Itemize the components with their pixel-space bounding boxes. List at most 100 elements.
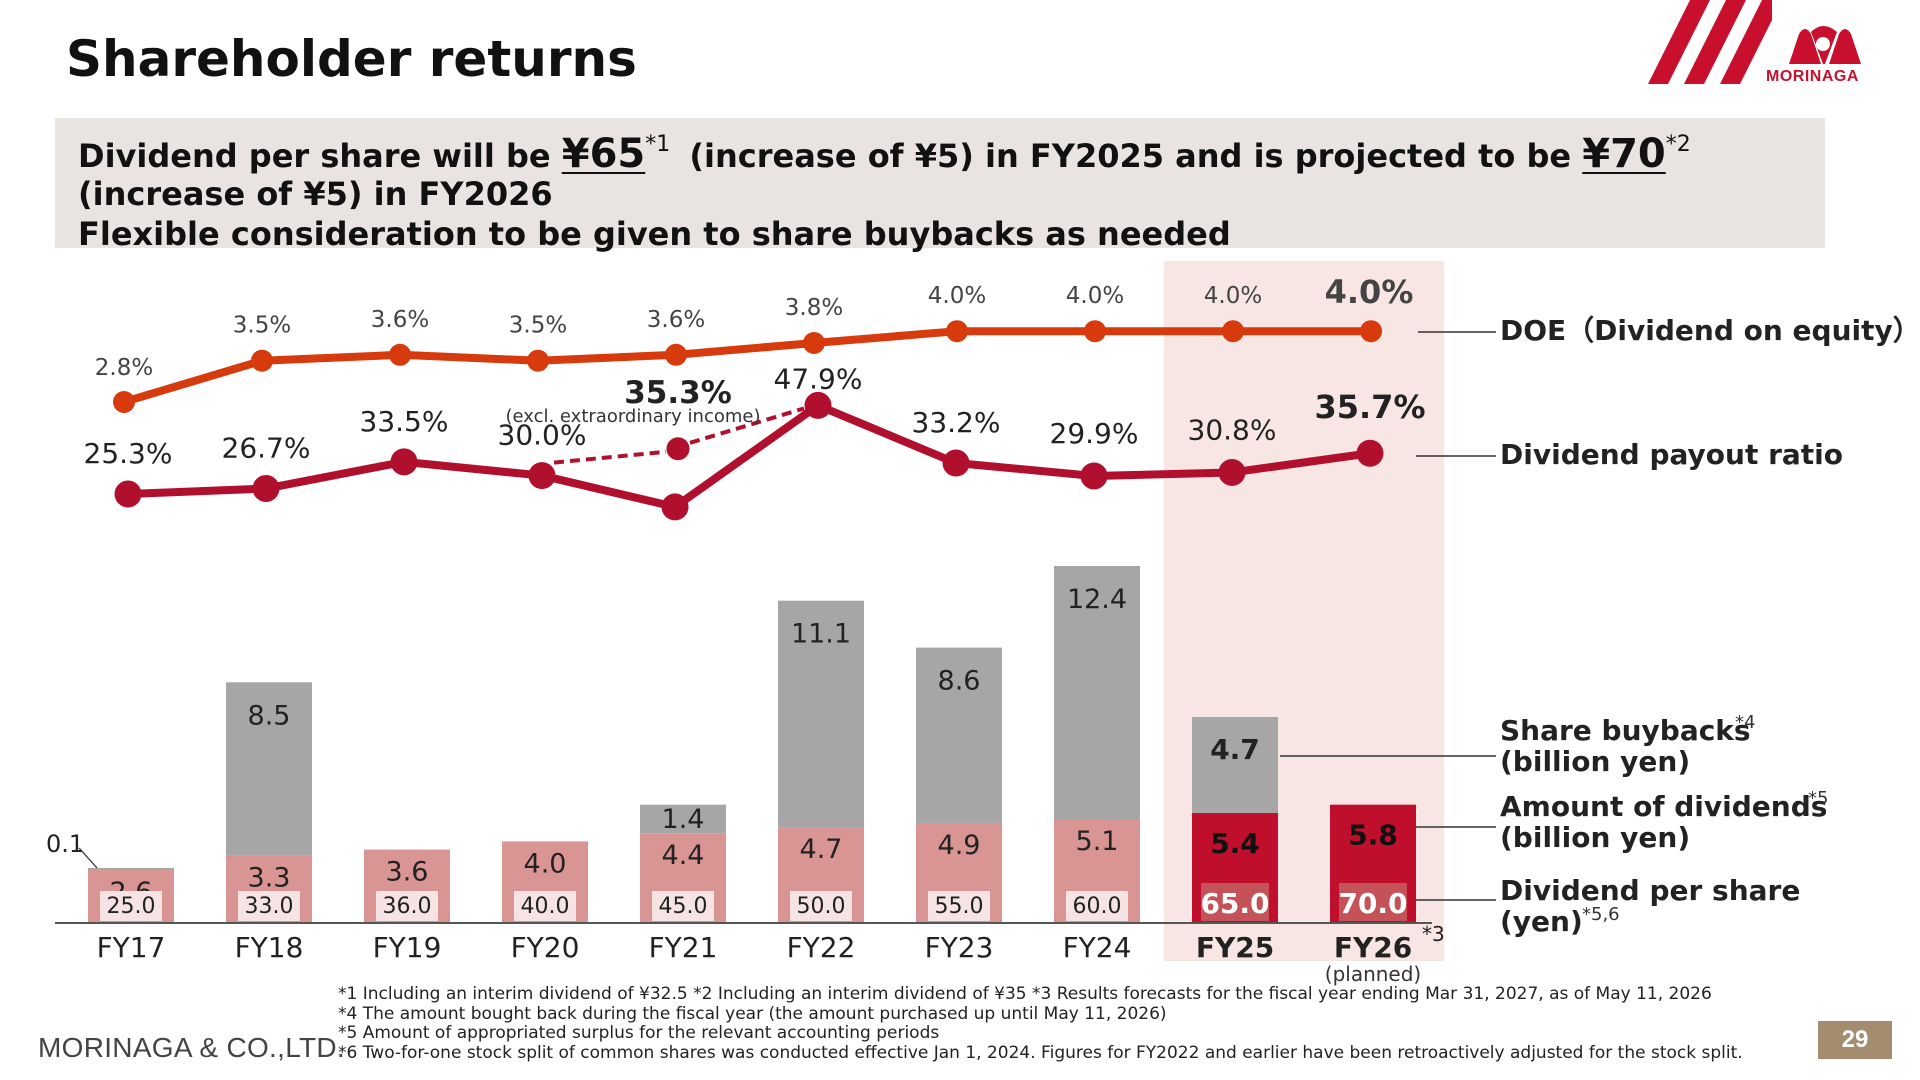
alternate-note: (excl. extraordinary income) xyxy=(505,406,760,427)
payout-ratio-value-label: 29.9% xyxy=(1050,417,1139,450)
legend-buybacks-unit: (billion yen) xyxy=(1500,745,1690,778)
payout-ratio-point xyxy=(1218,458,1246,486)
dps-box xyxy=(928,891,990,921)
summary-text-c: (increase of ¥5) in FY2026 xyxy=(78,175,553,213)
buyback-bar xyxy=(88,867,174,870)
note-ref-1: *1 xyxy=(645,132,671,157)
doe-value-label: 4.0% xyxy=(1325,273,1414,311)
dps-value-label: 65.0 xyxy=(1200,887,1269,920)
footnote-4: *6 Two-for-one stock split of common sha… xyxy=(338,1042,1743,1063)
doe-line xyxy=(122,327,1371,406)
doe-value-label: 4.0% xyxy=(1204,283,1262,309)
legend-buybacks: Share buybacks xyxy=(1500,714,1751,747)
doe-point xyxy=(1222,320,1244,343)
dps-box xyxy=(790,891,852,921)
summary-text-a: Dividend per share will be xyxy=(78,137,551,175)
summary-text-b: (increase of ¥5) in FY2025 and is projec… xyxy=(689,137,1572,175)
buyback-bar xyxy=(226,682,312,856)
category-note-ref: *3 xyxy=(1422,922,1445,946)
doe-point xyxy=(946,320,968,343)
buyback-label-leader xyxy=(78,847,98,869)
dps-value-label: 36.0 xyxy=(383,894,432,919)
category-label: FY19 xyxy=(373,931,442,964)
buyback-bar xyxy=(1054,566,1140,819)
alternate-dashed-line xyxy=(689,406,805,445)
legend-dividends-note: *5 xyxy=(1808,788,1828,809)
dividend-value-label: 4.4 xyxy=(662,840,705,871)
dps-value-label: 33.0 xyxy=(245,894,294,919)
dividend-value-label: 4.7 xyxy=(800,834,843,865)
doe-value-label: 3.6% xyxy=(371,307,429,333)
doe-value-label: 3.8% xyxy=(785,295,843,321)
legend-payout-ratio: Dividend payout ratio xyxy=(1500,438,1843,471)
legend-buybacks-note: *4 xyxy=(1735,712,1755,733)
buyback-bar xyxy=(916,647,1002,824)
legend-dividends: Amount of dividends xyxy=(1500,790,1827,823)
buyback-value-label: 8.6 xyxy=(938,666,981,697)
category-label: FY18 xyxy=(235,931,304,964)
dividend-value-label: 3.6 xyxy=(386,857,429,888)
dps-box xyxy=(514,891,576,921)
doe-point xyxy=(113,391,135,413)
dividend-value-label: 5.4 xyxy=(1210,827,1260,860)
dps-box xyxy=(1066,891,1128,921)
dividend-value-label: 4.9 xyxy=(938,830,981,861)
payout-ratio-point xyxy=(528,462,556,490)
buyback-value-label: 1.4 xyxy=(662,804,705,835)
payout-ratio-point xyxy=(390,448,418,476)
legend-dps-note: *5,6 xyxy=(1582,904,1620,925)
category-subtitle: (planned) xyxy=(1325,962,1421,986)
category-label: FY21 xyxy=(649,931,718,964)
dividend-value-label: 3.3 xyxy=(248,863,291,894)
doe-value-label: 3.5% xyxy=(233,313,291,339)
legend-dps-unit: (yen) xyxy=(1500,905,1583,938)
dps-value-label: 40.0 xyxy=(521,894,570,919)
category-label: FY23 xyxy=(925,931,994,964)
buyback-value-label: 11.1 xyxy=(791,619,851,650)
dps-value-label: 70.0 xyxy=(1338,887,1407,920)
buyback-bar xyxy=(778,600,864,828)
category-label: FY20 xyxy=(511,931,580,964)
doe-value-label: 3.5% xyxy=(509,313,567,339)
dps-value-label: 60.0 xyxy=(1073,894,1122,919)
payout-ratio-point xyxy=(1080,462,1108,490)
payout-ratio-value-label: 35.7% xyxy=(1314,388,1425,426)
payout-ratio-value-label: 26.7% xyxy=(222,432,311,465)
shareholder-returns-chart: 0.12.625.0FY178.53.333.0FY183.636.0FY194… xyxy=(46,261,1920,986)
payout-ratio-point xyxy=(804,391,832,419)
doe-value-label: 3.6% xyxy=(647,307,705,333)
buyback-value-label: 4.7 xyxy=(1210,733,1260,766)
payout-ratio-value-label: 30.0% xyxy=(498,419,587,452)
payout-ratio-line xyxy=(127,401,1371,511)
buyback-bar xyxy=(640,804,726,834)
footnotes: *1 Including an interim dividend of ¥32.… xyxy=(338,984,1743,1063)
payout-ratio-value-label: 30.8% xyxy=(1188,413,1277,446)
doe-value-label: 4.0% xyxy=(928,283,986,309)
payout-ratio-value-label: 25.3% xyxy=(84,437,173,470)
footnote-3: *5 Amount of appropriated surplus for th… xyxy=(338,1023,940,1043)
payout-ratio-value-label: 33.2% xyxy=(912,406,1001,439)
category-label: FY17 xyxy=(97,931,166,964)
buyback-value-label: 12.4 xyxy=(1067,584,1127,615)
legend-dps: Dividend per share xyxy=(1500,874,1800,907)
dividend-fy2025: ¥65 xyxy=(561,131,646,177)
buyback-value-label: 0.1 xyxy=(46,830,84,858)
doe-value-label: 2.8% xyxy=(95,355,153,381)
payout-ratio-value-label: 47.9% xyxy=(774,362,863,395)
alternate-point xyxy=(666,437,690,461)
legend-dividends-unit: (billion yen) xyxy=(1500,821,1690,854)
summary-box: Dividend per share will be ¥65*1 (increa… xyxy=(55,118,1825,253)
buyback-value-label: 8.5 xyxy=(248,700,291,731)
logo-wordmark: MORINAGA xyxy=(1766,68,1859,85)
doe-point xyxy=(251,349,273,372)
doe-value-label: 4.0% xyxy=(1066,283,1124,309)
dps-box xyxy=(1201,883,1269,921)
dps-value-label: 25.0 xyxy=(107,894,156,919)
dps-box xyxy=(376,891,438,921)
doe-point xyxy=(1084,320,1106,343)
footnote-1: *1 Including an interim dividend of ¥32.… xyxy=(338,984,1712,1004)
page-number: 29 xyxy=(1818,1021,1892,1059)
dividend-value-label: 4.0 xyxy=(524,848,567,879)
payout-ratio-point xyxy=(661,493,689,521)
buyback-bar xyxy=(1192,716,1278,813)
